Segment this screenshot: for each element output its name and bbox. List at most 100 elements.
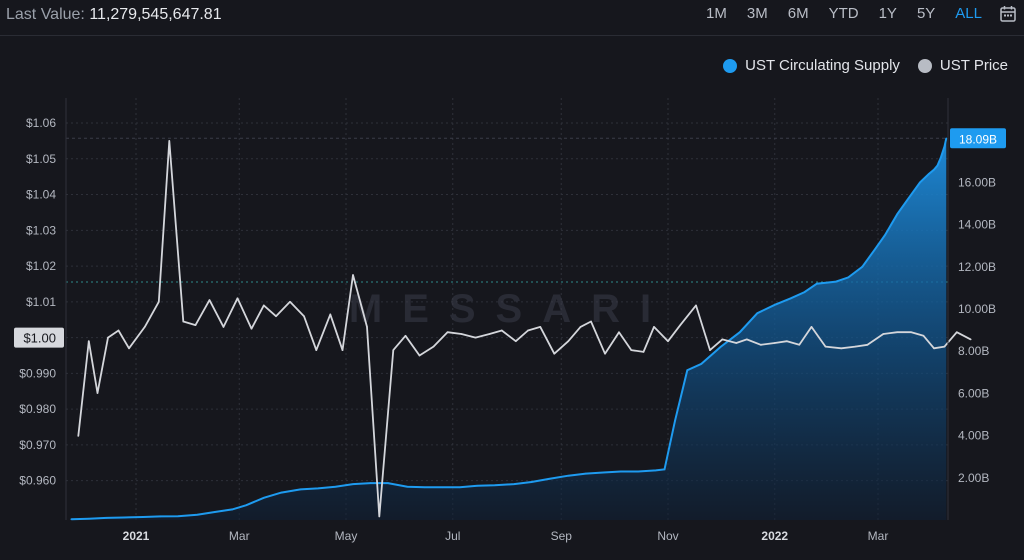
supply-data-point [943, 145, 946, 148]
price-data-point [745, 338, 748, 341]
right-axis-tick-label: 4.00B [958, 429, 989, 443]
calendar-icon[interactable] [1000, 5, 1016, 22]
supply-data-point [619, 470, 622, 473]
supply-data-point [884, 234, 886, 236]
price-data-point [446, 331, 449, 334]
left-axis-tick-label: $0.960 [19, 474, 56, 488]
supply-data-point [567, 474, 570, 477]
supply-data-point [369, 482, 372, 484]
supply-data-point [654, 469, 657, 472]
x-axis-tick-label: Nov [657, 529, 678, 543]
supply-data-point [847, 276, 850, 279]
supply-data-point [159, 515, 162, 518]
price-data-point [117, 329, 120, 332]
price-data-point [882, 333, 885, 335]
price-data-point [289, 301, 291, 303]
legend-item-price[interactable]: UST Price [917, 57, 1008, 74]
price-data-point [128, 347, 130, 350]
price-data-point [329, 313, 332, 316]
price-data-point [798, 343, 801, 346]
price-data-point [392, 349, 395, 351]
supply-data-point [334, 485, 337, 488]
supply-data-point [317, 487, 319, 490]
supply-data-point [213, 511, 216, 513]
left-axis-tick-label: $1.04 [26, 188, 56, 202]
supply-data-point [280, 491, 283, 494]
right-axis-tick-label: 16.00B [958, 175, 996, 189]
supply-data-point [738, 331, 741, 334]
left-axis-tick-label: $1.01 [26, 295, 56, 309]
supply-data-point [663, 468, 666, 471]
right-axis-tick-label: 8.00B [958, 344, 989, 358]
supply-data-point [177, 515, 179, 518]
x-axis-tick-label: 2021 [123, 529, 150, 543]
right-axis-tick-label: 6.00B [958, 386, 989, 400]
range-button-1m[interactable]: 1M [706, 5, 727, 22]
range-button-ytd[interactable]: YTD [828, 5, 859, 22]
supply-data-point [700, 363, 703, 365]
x-axis-tick-label: Sep [551, 529, 573, 543]
supply-data-point [873, 249, 876, 251]
price-data-point [840, 347, 843, 350]
price-data-point [194, 324, 197, 326]
price-data-point [910, 331, 913, 334]
supply-data-point [940, 156, 942, 158]
price-data-point [315, 349, 318, 351]
left-axis-tick-label: $1.02 [26, 259, 56, 273]
supply-data-point [602, 471, 605, 474]
price-data-point [667, 340, 669, 342]
price-data-point [810, 326, 813, 328]
last-value-readout: Last Value: 11,279,545,647.81 [6, 6, 222, 24]
supply-data-point [803, 291, 806, 293]
supply-data-point [637, 470, 640, 473]
last-value-number: 11,279,545,647.81 [89, 6, 222, 23]
supply-data-point [919, 181, 921, 184]
price-data-point [604, 352, 606, 355]
supply-data-point [773, 303, 776, 306]
x-axis-tick-label: Mar [868, 529, 889, 543]
price-current-badge [14, 327, 64, 348]
price-data-point [854, 345, 857, 348]
legend-item-supply[interactable]: UST Circulating Supply [723, 57, 900, 74]
price-data-point [303, 315, 305, 317]
supply-data-point [896, 213, 899, 215]
right-axis-tick-label: 2.00B [958, 471, 989, 485]
supply-data-point [927, 173, 930, 175]
supply-data-point [936, 164, 939, 167]
price-data-point [341, 349, 344, 351]
range-button-1y[interactable]: 1Y [878, 5, 897, 22]
price-data-point [539, 326, 542, 328]
supply-data-point [122, 516, 125, 519]
supply-data-point [423, 486, 426, 489]
range-button-3m[interactable]: 3M [746, 5, 768, 22]
price-data-point [943, 345, 946, 348]
x-axis-tick-label: Mar [229, 529, 250, 543]
price-data-point [87, 340, 90, 342]
top-bar: Last Value: 11,279,545,647.81 1M 3M 6M Y… [0, 0, 1024, 36]
price-data-point [77, 435, 80, 437]
supply-data-point [861, 266, 864, 268]
price-data-point [679, 324, 682, 326]
price-data-point [618, 331, 620, 334]
supply-data-point [352, 483, 354, 485]
price-data-point [96, 392, 99, 394]
price-data-point [786, 340, 788, 342]
price-data-point [222, 326, 225, 328]
price-data-point [933, 347, 935, 350]
price-data-point [735, 342, 738, 344]
range-button-all[interactable]: ALL [955, 5, 982, 22]
x-axis-tick-label: Jul [445, 529, 460, 543]
range-button-6m[interactable]: 6M [787, 5, 809, 22]
price-data-point [642, 351, 645, 353]
price-data-point [721, 338, 724, 341]
range-button-5y[interactable]: 5Y [916, 5, 936, 22]
price-data-point [759, 343, 762, 346]
supply-data-point [674, 420, 676, 422]
supply-current-badge-label: 18.09B [959, 132, 997, 146]
last-value-label: Last Value: [6, 6, 85, 23]
price-data-point [955, 331, 958, 334]
left-axis-tick-label: $1.03 [26, 223, 56, 237]
supply-data-point [476, 485, 479, 487]
supply-data-point [299, 488, 302, 491]
